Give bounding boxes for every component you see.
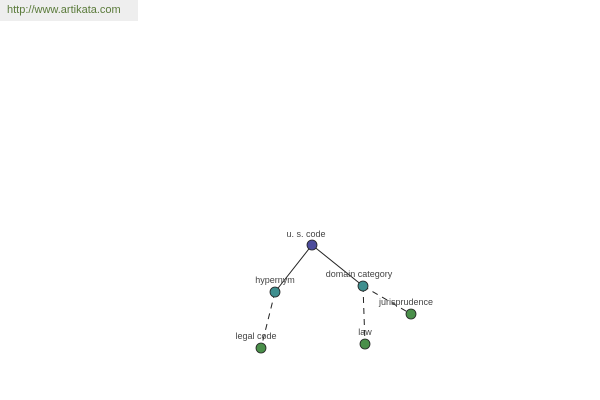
node-label-hypernym: hypernym — [255, 275, 295, 285]
node-domain[interactable] — [357, 280, 369, 292]
node-law[interactable] — [359, 338, 371, 350]
node-root[interactable] — [306, 239, 318, 251]
node-hypernym[interactable] — [269, 286, 281, 298]
node-label-legal: legal code — [235, 331, 276, 341]
node-label-law: law — [358, 327, 372, 337]
edge-domain-juris — [362, 285, 412, 315]
node-label-root: u. s. code — [286, 229, 325, 239]
edge-root-hypernym — [274, 244, 313, 293]
node-juris[interactable] — [405, 308, 417, 320]
watermark-banner: http://www.artikata.com — [0, 0, 138, 21]
watermark-link[interactable]: http://www.artikata.com — [7, 4, 121, 16]
edge-domain-law — [362, 285, 366, 345]
node-label-domain: domain category — [326, 269, 393, 279]
edge-root-domain — [311, 244, 364, 287]
edge-hypernym-legal — [260, 291, 276, 349]
node-legal[interactable] — [255, 342, 267, 354]
node-label-juris: jurisprudence — [378, 297, 433, 307]
